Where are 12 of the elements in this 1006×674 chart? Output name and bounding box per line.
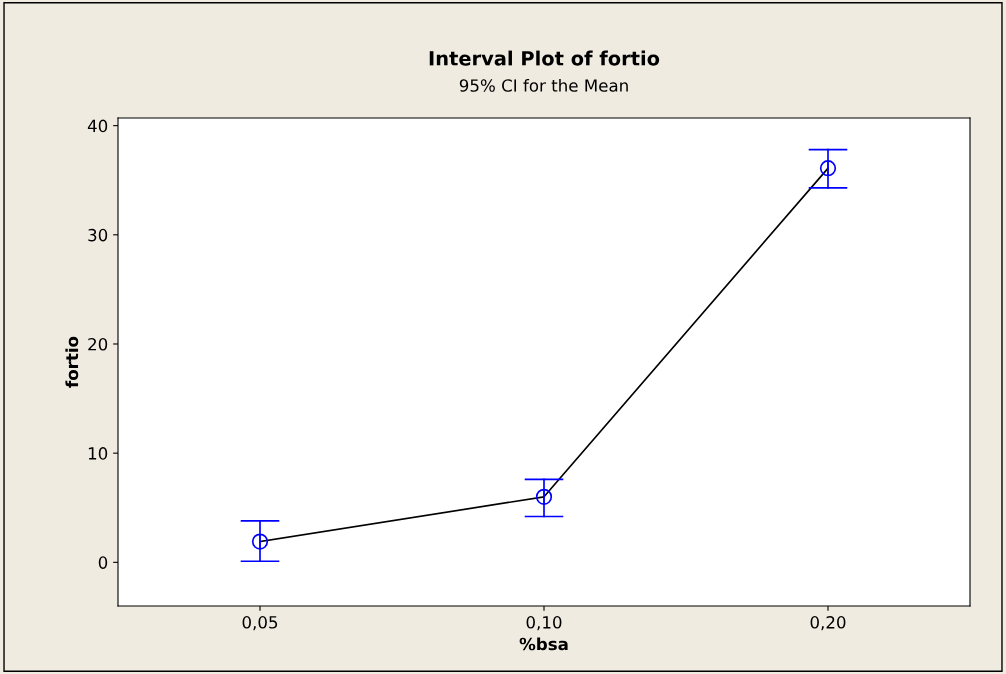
y-tick-label: 30 (88, 228, 108, 242)
x-tick-label: 0,20 (810, 616, 846, 631)
y-tick-label: 10 (88, 447, 108, 460)
y-tick-label: 20 (88, 337, 108, 351)
y-tick-label: 0 (98, 556, 108, 569)
chart-subtitle: 95% CI for the Mean (459, 78, 628, 92)
y-tick-label: 40 (87, 119, 108, 133)
x-tick-label: 0,10 (526, 616, 562, 631)
x-tick-label: 0,05 (242, 616, 278, 631)
chart-title: Interval Plot of fortio (429, 50, 660, 66)
x-axis-title: %bsa (519, 637, 568, 651)
y-axis-title: fortio (65, 336, 79, 388)
